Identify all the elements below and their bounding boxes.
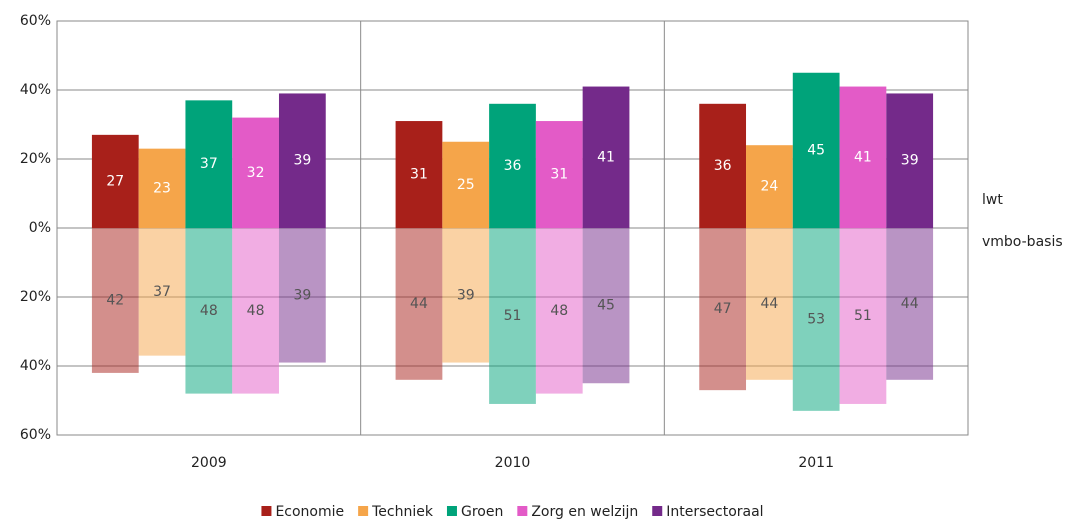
side-label: vmbo-basis [982,234,1063,250]
bar [185,100,233,228]
data-label: 48 [247,303,265,319]
bar-lower [582,228,630,384]
legend-swatch [517,506,528,516]
legend-label: Economie [275,504,344,519]
bar [582,86,630,228]
bar-lower [91,228,139,373]
bar-lower [395,228,443,380]
x-tick-label: 2011 [798,455,834,471]
data-label: 48 [200,303,218,319]
data-label: 32 [247,165,265,181]
data-label: 31 [550,167,568,183]
data-label: 53 [807,311,825,327]
bar-lower [792,228,840,411]
data-label: 37 [200,156,218,172]
bar-lower [185,228,233,394]
y-tick-label: 60% [20,427,51,443]
data-label: 51 [854,308,872,324]
data-label: 39 [293,153,311,169]
legend-label: Intersectoraal [666,504,763,519]
legend-swatch [446,506,457,516]
bar [839,86,887,228]
plot-border [56,20,969,436]
bar [442,141,490,228]
data-label: 47 [714,301,732,317]
bar-lower [442,228,490,363]
bar [489,103,536,228]
bar-lower [278,228,326,363]
data-label: 41 [597,149,615,165]
data-label: 44 [760,296,778,312]
data-label: 44 [901,296,919,312]
legend-swatch [358,506,369,516]
legend-label: Techniek [371,504,434,519]
legend-swatch [261,506,272,516]
bar [792,72,840,228]
bar [278,93,326,228]
data-label: 39 [293,287,311,303]
data-label: 39 [901,153,919,169]
x-tick-label: 2009 [191,455,227,471]
data-label: 25 [457,177,475,193]
data-label: 24 [760,179,778,195]
bar-lower [746,228,793,380]
data-label: 31 [410,167,428,183]
bar [91,134,139,228]
y-tick-label: 60% [20,13,51,29]
y-tick-label: 20% [20,151,51,167]
data-label: 36 [504,158,522,174]
y-tick-label: 40% [20,358,51,374]
bar [138,148,186,228]
x-tick-label: 2010 [495,455,531,471]
bar [699,103,747,228]
bar-lower [839,228,887,404]
side-label: lwt [982,192,1003,208]
data-label: 42 [106,292,124,308]
data-label: 39 [457,287,475,303]
y-tick-label: 20% [20,289,51,305]
bar-lower [886,228,934,380]
bar [232,117,279,228]
data-label: 37 [153,284,171,300]
data-label: 45 [807,142,825,158]
bar-lower [232,228,279,394]
bar [746,145,793,228]
bar [535,121,583,228]
bar-lower [138,228,186,356]
y-tick-label: 0% [29,220,51,236]
y-tick-label: 40% [20,82,51,98]
bar-lower [489,228,536,404]
data-label: 41 [854,149,872,165]
data-label: 48 [550,303,568,319]
bar [886,93,934,228]
data-label: 44 [410,296,428,312]
legend-swatch [652,506,663,516]
bar [395,121,443,228]
data-label: 51 [504,308,522,324]
legend-label: Groen [461,504,503,519]
data-label: 27 [106,173,124,189]
data-label: 23 [153,180,171,196]
bar-lower [535,228,583,394]
data-label: 45 [597,298,615,314]
legend-label: Zorg en welzijn [531,504,638,519]
data-label: 36 [714,158,732,174]
bar-lower [699,228,747,391]
